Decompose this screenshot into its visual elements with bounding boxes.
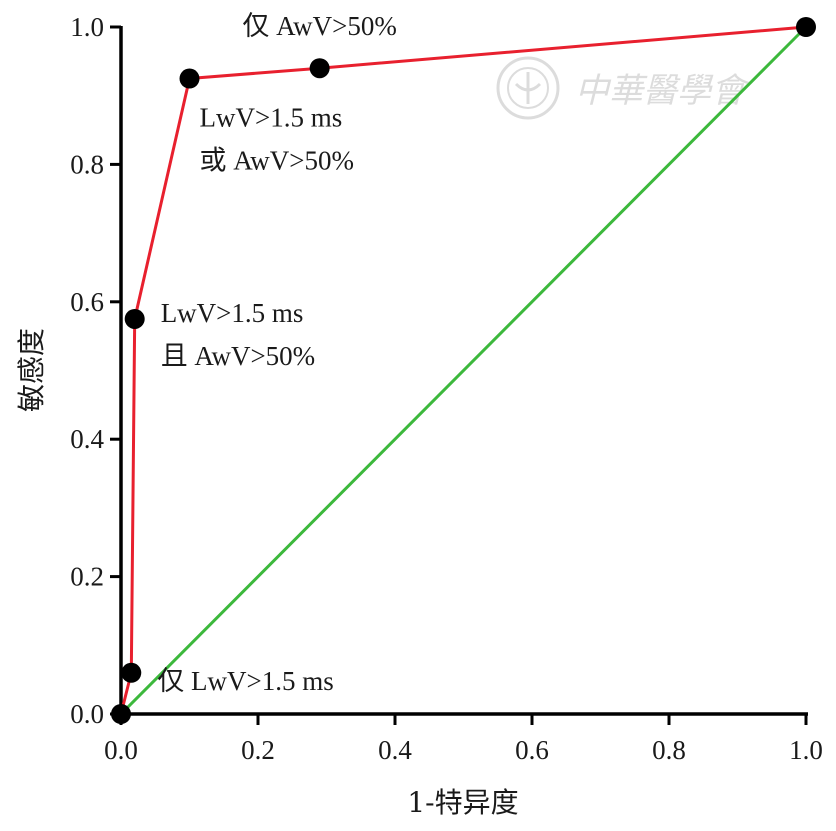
society-seal-icon: [496, 56, 560, 120]
marker-layer: [111, 17, 816, 724]
x-tick-label: 0.6: [515, 735, 549, 765]
reference-diagonal-line: [119, 25, 808, 716]
roc-point-marker: [111, 704, 131, 724]
y-tick-label: 0.4: [70, 424, 104, 454]
annotation-label: 仅 AwV>50%: [242, 11, 397, 41]
y-tick-label: 0.8: [70, 149, 104, 179]
annotation-label: 仅 LwV>1.5 ms: [157, 666, 333, 696]
y-tick-label: 0.6: [70, 287, 104, 317]
x-ticks: 0.0 0.2 0.4 0.6 0.8 1.0: [104, 714, 823, 765]
y-tick-label: 1.0: [70, 12, 104, 42]
x-tick-label: 0.0: [104, 735, 138, 765]
roc-point-marker: [796, 17, 816, 37]
annotation-label: LwV>1.5 ms: [200, 103, 343, 133]
roc-point-marker: [124, 308, 145, 329]
x-tick-label: 0.2: [241, 735, 275, 765]
roc-point-marker: [179, 68, 200, 89]
annotation-label: 且 AwV>50%: [161, 341, 316, 371]
annotation-label: LwV>1.5 ms: [161, 298, 304, 328]
annotation-layer: 仅 AwV>50% LwV>1.5 ms 或 AwV>50% LwV>1.5 ms 且 …: [157, 11, 397, 696]
y-ticks: 0.0 0.2 0.4 0.6 0.8 1.0: [70, 12, 121, 729]
x-tick-label: 0.4: [378, 735, 412, 765]
y-tick-label: 0.2: [70, 562, 104, 592]
x-tick-label: 1.0: [789, 735, 823, 765]
x-tick-label: 0.8: [652, 735, 686, 765]
y-tick-label: 0.0: [70, 699, 104, 729]
watermark: 中華醫學會: [496, 56, 750, 120]
annotation-label: 或 AwV>50%: [200, 146, 355, 176]
watermark-text: 中華醫學會: [575, 71, 750, 111]
roc-point-marker: [309, 58, 330, 79]
y-axis-title: 敏感度: [15, 328, 48, 412]
x-axis-title: 1-特异度: [407, 786, 518, 819]
roc-point-marker: [121, 662, 142, 683]
